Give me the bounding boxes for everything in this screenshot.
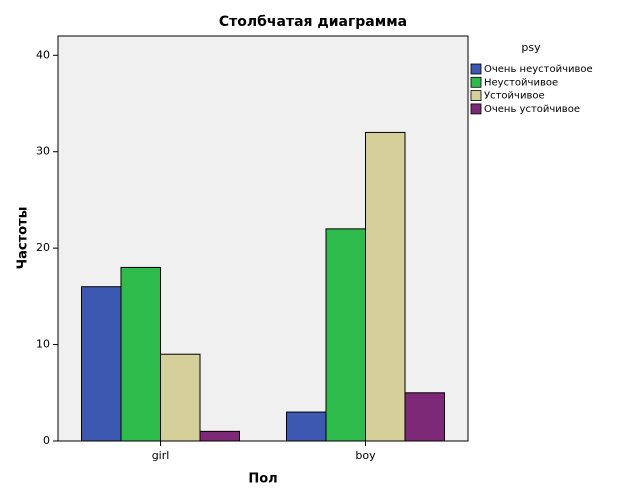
legend-label: Очень неустойчивое	[484, 64, 593, 75]
y-tick-label: 10	[36, 338, 50, 351]
y-tick-label: 0	[43, 434, 50, 447]
legend-swatch	[470, 90, 482, 101]
x-axis-label: Пол	[248, 472, 277, 487]
bar	[120, 266, 161, 442]
bar	[404, 392, 445, 442]
legend-label: Устойчивое	[484, 91, 545, 102]
legend-swatch	[470, 103, 482, 115]
bar	[286, 411, 327, 442]
y-tick-label: 30	[36, 145, 50, 158]
legend-label: Неустойчивое	[484, 77, 558, 88]
legend-label: Очень устойчивое	[484, 104, 580, 115]
bar	[199, 430, 240, 442]
x-tick-label: boy	[355, 449, 376, 462]
x-tick-label: girl	[152, 449, 170, 462]
y-tick-label: 20	[36, 241, 50, 254]
chart-title: Столбчатая диаграмма	[219, 14, 407, 30]
legend-title: psy	[521, 41, 541, 54]
legend-swatch	[470, 63, 482, 75]
bar	[160, 353, 201, 442]
bar	[325, 228, 366, 442]
legend-swatch	[470, 76, 482, 88]
y-tick-label: 40	[36, 48, 50, 61]
bar	[81, 286, 122, 442]
y-axis-label: Частоты	[16, 207, 31, 270]
bar	[365, 131, 406, 442]
